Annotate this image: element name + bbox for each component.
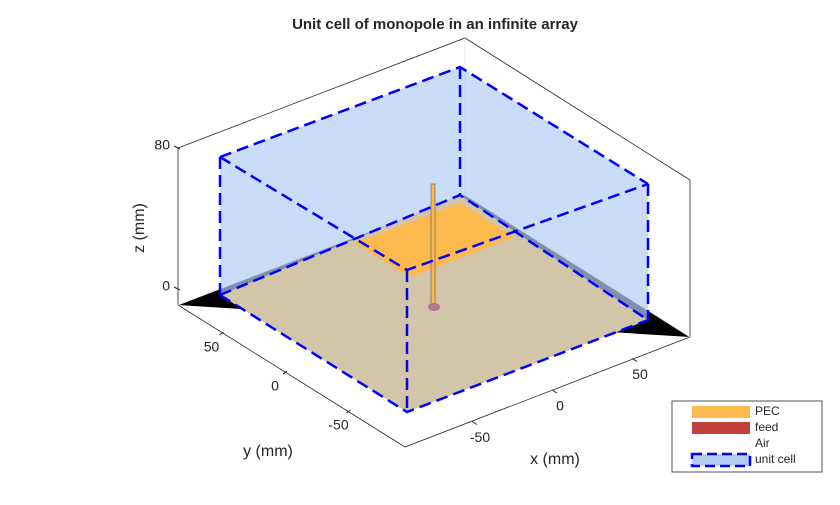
feed bbox=[428, 303, 440, 311]
cell-edge bbox=[219, 293, 649, 414]
y-axis-label: y (mm) bbox=[243, 443, 293, 460]
x-tick-label: -50 bbox=[470, 429, 490, 445]
air-wall bbox=[460, 67, 648, 320]
x-tick bbox=[551, 389, 558, 394]
unit-cell-edges bbox=[218, 65, 650, 414]
legend-label: unit cell bbox=[755, 452, 796, 466]
x-axis-label: x (mm) bbox=[530, 451, 580, 468]
legend-label: PEC bbox=[755, 404, 780, 418]
x-tick-label: 50 bbox=[632, 366, 648, 382]
box-edge bbox=[177, 148, 691, 448]
y-tick-label: 0 bbox=[271, 378, 279, 394]
z-axis-label: z (mm) bbox=[131, 203, 148, 253]
legend-swatch bbox=[692, 406, 750, 418]
air-wall bbox=[220, 67, 460, 295]
z-tick bbox=[173, 286, 181, 291]
z-tick-label: 80 bbox=[154, 137, 170, 153]
y-tick bbox=[219, 331, 224, 336]
legend-items: PEC feed Air unit cell bbox=[690, 404, 796, 468]
x-tick bbox=[471, 421, 478, 425]
legend-swatch bbox=[692, 422, 750, 434]
legend-label: Air bbox=[755, 436, 770, 450]
y-tick bbox=[346, 409, 351, 414]
y-tick bbox=[282, 370, 288, 375]
x-tick-label: 0 bbox=[556, 398, 564, 414]
monopole bbox=[430, 183, 436, 307]
y-tick-label: 50 bbox=[204, 339, 220, 355]
z-tick bbox=[173, 145, 181, 150]
x-tick bbox=[631, 358, 638, 362]
z-tick-label: 0 bbox=[162, 278, 170, 294]
legend-label: feed bbox=[755, 420, 778, 434]
y-tick-label: -50 bbox=[328, 417, 348, 433]
legend-swatch bbox=[690, 452, 752, 468]
chart-title: Unit cell of monopole in an infinite arr… bbox=[292, 16, 579, 33]
